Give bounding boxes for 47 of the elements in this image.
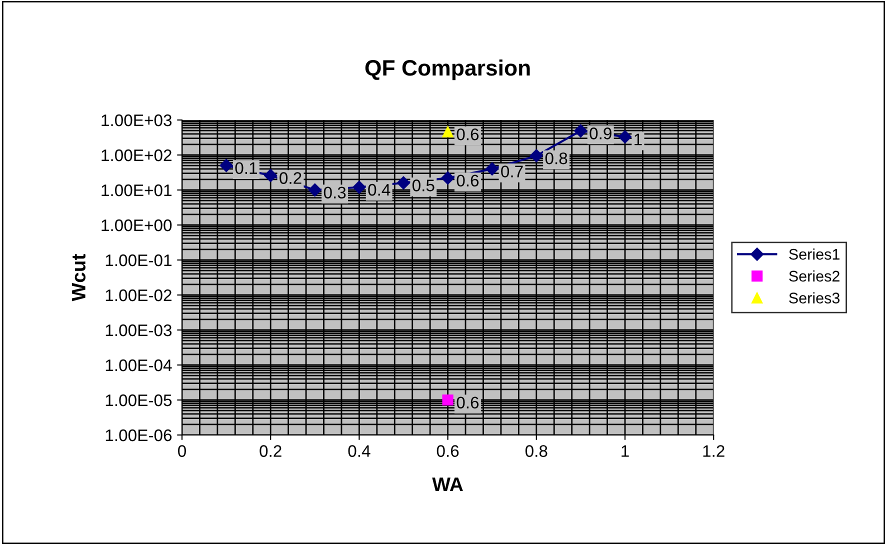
annotation: 0.1 (235, 162, 257, 174)
legend-label: Series3 (789, 292, 840, 304)
y-tick-label: 1.00E+03 (102, 114, 172, 126)
point (308, 183, 322, 197)
point (486, 162, 499, 176)
point (442, 126, 454, 138)
y-tick-label: 1.00E-05 (106, 394, 172, 406)
annotation: 0.6 (456, 174, 479, 187)
y-tick-label: 1.00E+00 (102, 219, 172, 232)
legend-label: Series2 (789, 270, 840, 282)
x-tick-label: 1 (622, 445, 629, 457)
point (574, 124, 588, 138)
point (530, 149, 543, 162)
x-axis-title: WA (432, 478, 463, 492)
point (442, 394, 454, 406)
annotation: 0.4 (368, 184, 390, 196)
y-tick-label: 1.00E+01 (102, 184, 172, 196)
x-tick-label: 0.8 (525, 445, 548, 457)
y-tick-label: 1.00E-02 (106, 289, 172, 302)
point (618, 130, 632, 144)
annotation: 1 (634, 134, 642, 146)
point (352, 180, 366, 194)
annotation: 0.2 (280, 172, 302, 184)
y-tick-label: 1.00E-03 (106, 324, 172, 336)
x-tick-label: 1.2 (703, 445, 724, 457)
annotation: 0.5 (412, 180, 434, 192)
y-tick-label: 1.00E-01 (106, 254, 172, 266)
point (396, 176, 410, 190)
x-tick-label: 0.2 (260, 445, 282, 457)
y-tick-label: 1.00E+02 (102, 149, 172, 162)
y-tick-label: 1.00E-04 (106, 359, 172, 372)
annotation: 0.8 (545, 152, 568, 164)
x-tick-label: 0 (178, 445, 186, 457)
annotation: 0.3 (324, 186, 346, 198)
annotation: 0.6 (456, 128, 479, 140)
legend-label: Series1 (789, 248, 840, 260)
annotation: 0.6 (456, 396, 479, 408)
point (441, 171, 454, 185)
x-tick-label: 0.6 (436, 445, 459, 457)
chart-title: QF Comparsion (365, 59, 530, 80)
annotation: 0.7 (501, 166, 523, 178)
point (220, 158, 233, 172)
y-tick-label: 1.00E-06 (106, 429, 172, 442)
point (264, 168, 278, 182)
y-axis-title: Wcut (72, 254, 86, 302)
annotation: 0.9 (590, 128, 612, 140)
x-tick-label: 0.4 (348, 445, 370, 457)
